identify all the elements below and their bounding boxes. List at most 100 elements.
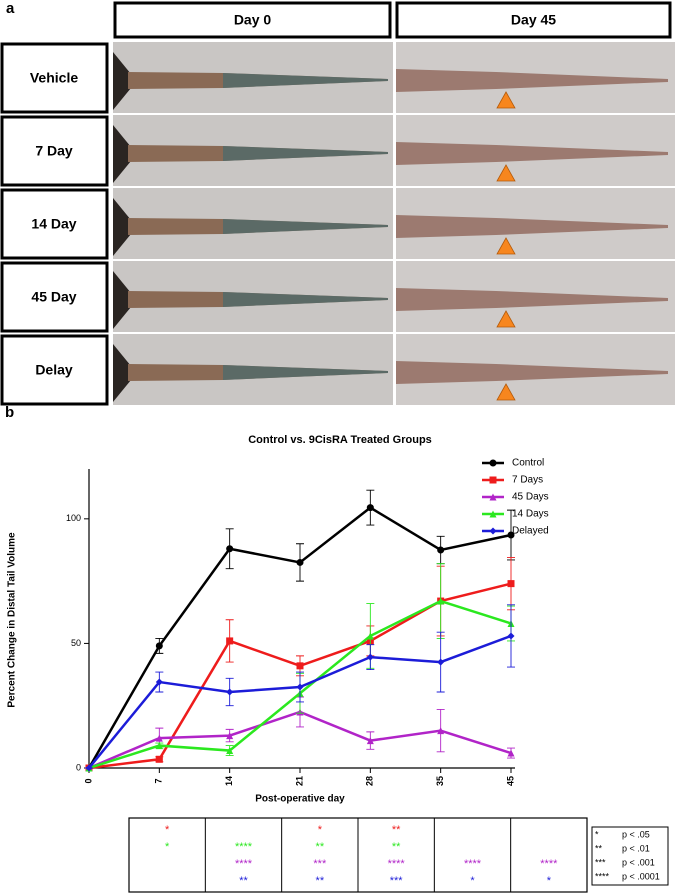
x-tick-label: 21: [294, 776, 304, 786]
key-text: p < .01: [622, 843, 650, 853]
column-header-box: [113, 1, 392, 39]
significance-stars: *: [318, 824, 323, 836]
data-point: [155, 755, 163, 763]
data-point: [437, 546, 445, 554]
tail-tuft: [113, 52, 131, 110]
data-point: [155, 742, 163, 750]
legend-label: 14 Days: [512, 509, 549, 520]
data-point: [226, 545, 234, 553]
x-tick-label: 7: [154, 778, 164, 783]
data-point: [507, 531, 515, 539]
data-point: [437, 658, 445, 666]
y-tick-label: 0: [76, 762, 81, 772]
amputation-marker: [496, 237, 516, 255]
data-point: [296, 558, 304, 566]
data-point: [155, 734, 163, 742]
data-point: [226, 747, 234, 755]
x-tick-label: 28: [365, 776, 375, 786]
legend-marker: [489, 493, 497, 501]
tail: [396, 288, 668, 311]
tail-tuft: [113, 198, 131, 256]
amputation-marker: [496, 383, 516, 401]
x-axis-title: Post-operative day: [255, 794, 345, 805]
legend-marker: [489, 527, 497, 535]
key-text: p < .05: [622, 829, 650, 839]
significance-stars: **: [392, 841, 401, 853]
legend-marker: [489, 510, 497, 518]
data-point: [226, 732, 234, 740]
data-point: [296, 683, 304, 691]
legend-label: Delayed: [512, 526, 549, 537]
tail: [396, 361, 668, 384]
data-point: [507, 580, 515, 588]
legend-marker: [489, 476, 497, 484]
data-point: [366, 504, 374, 512]
x-tick-label: 0: [83, 778, 93, 783]
significance-stars: ***: [313, 858, 327, 870]
significance-stars: ****: [235, 858, 253, 870]
significance-stars: **: [316, 875, 325, 887]
data-point: [155, 678, 163, 686]
tail: [396, 215, 668, 238]
y-tick-label: 100: [66, 513, 81, 523]
panel-label: a: [6, 0, 15, 17]
column-header-box: [395, 1, 672, 39]
row-label: 45 Day: [31, 289, 76, 305]
chart-title: Control vs. 9CisRA Treated Groups: [248, 434, 432, 446]
significance-stars: ****: [388, 858, 406, 870]
row-label: Vehicle: [30, 70, 78, 86]
y-axis-title: Percent Change in Distal Tail Volume: [7, 532, 18, 708]
tail-dyed: [223, 73, 388, 88]
x-tick-label: 45: [505, 776, 515, 786]
row-label-box: [0, 42, 109, 114]
data-point: [437, 597, 445, 605]
data-point: [366, 632, 374, 640]
amputation-marker: [496, 310, 516, 328]
x-tick-label: 35: [435, 776, 445, 786]
legend-label: 45 Days: [512, 492, 549, 503]
column-header: Day 45: [511, 12, 556, 28]
significance-stars: *: [165, 824, 170, 836]
data-point: [507, 749, 515, 757]
y-tick-label: 50: [71, 638, 81, 648]
series: [85, 604, 515, 772]
legend-marker: [489, 459, 497, 467]
key-text: p < .0001: [622, 871, 660, 881]
significance-stars: *: [547, 875, 552, 887]
tail-tuft: [113, 344, 131, 402]
panel-label: b: [5, 404, 14, 421]
row-label: Delay: [35, 362, 73, 378]
row-label: 14 Day: [31, 216, 76, 232]
data-point: [437, 727, 445, 735]
tail-dyed: [223, 146, 388, 161]
tail: [396, 142, 668, 165]
tail-dyed: [223, 219, 388, 234]
significance-stars: **: [392, 824, 401, 836]
row-label-box: [0, 188, 109, 260]
tail-tuft: [113, 125, 131, 183]
data-point: [226, 637, 234, 645]
row-label-box: [0, 334, 109, 406]
key-stars: **: [595, 843, 603, 853]
significance-stars: ***: [390, 875, 404, 887]
legend-label: Control: [512, 458, 544, 469]
legend-label: 7 Days: [512, 475, 543, 486]
tail-dyed: [223, 365, 388, 380]
data-point: [155, 642, 163, 650]
data-point: [366, 737, 374, 745]
data-point: [296, 662, 304, 670]
key-stars: *: [595, 829, 599, 839]
row-label-box: [0, 261, 109, 333]
row-label-box: [0, 115, 109, 187]
significance-stars: *: [470, 875, 475, 887]
significance-stars: ****: [235, 841, 253, 853]
data-point: [85, 764, 93, 772]
significance-stars: *: [165, 841, 170, 853]
amputation-marker: [496, 91, 516, 109]
key-stars: ***: [595, 857, 606, 867]
tail-dyed: [223, 292, 388, 307]
data-point: [507, 632, 515, 640]
tail: [396, 69, 668, 92]
series: [85, 489, 515, 772]
